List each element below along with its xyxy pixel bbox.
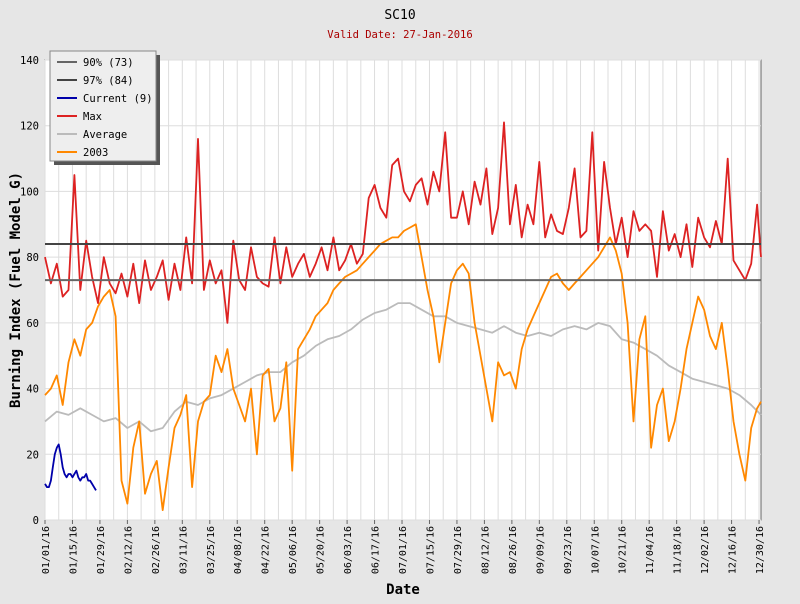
y-axis-label: Burning Index (Fuel Model G) — [8, 172, 24, 408]
x-tick-label: 05/06/16 — [288, 526, 299, 574]
x-tick-label: 03/25/16 — [206, 526, 217, 574]
x-tick-label: 04/08/16 — [233, 526, 244, 574]
x-tick-label: 02/26/16 — [151, 526, 162, 574]
y-tick-label: 120 — [20, 121, 39, 133]
legend-label: Average — [83, 129, 127, 141]
legend: 90% (73) 97% (84) Current (9) Max Average 200… — [49, 50, 160, 165]
x-tick-label: 08/12/16 — [480, 526, 491, 574]
x-axis-label: Date — [386, 582, 420, 598]
chart-title: SC10 — [384, 8, 415, 23]
x-tick-label: 01/29/16 — [96, 526, 107, 574]
plot-area — [44, 59, 762, 521]
legend-label: Current (9) — [83, 93, 153, 105]
x-tick-label: 02/12/16 — [123, 526, 134, 574]
x-tick-label: 11/04/16 — [645, 526, 656, 574]
x-tick-label: 07/15/16 — [425, 526, 436, 574]
series-line-max — [44, 121, 762, 324]
y-tick-label: 80 — [26, 252, 39, 264]
series-line-2003 — [44, 223, 762, 512]
legend-label: 2003 — [83, 147, 108, 159]
series-layer — [44, 121, 762, 512]
y-tick-label: 0 — [33, 515, 39, 527]
x-tick-label: 11/18/16 — [673, 526, 684, 574]
x-tick-label: 12/02/16 — [700, 526, 711, 574]
legend-label: 97% (84) — [83, 75, 134, 87]
x-tick-label: 09/09/16 — [535, 526, 546, 574]
x-tick-label: 01/01/16 — [41, 526, 52, 574]
axis-layer: 0 20 40 60 80 100 120 140 01/01/16 01/15/16 01/29/… — [20, 55, 766, 574]
x-tick-label: 10/21/16 — [618, 526, 629, 574]
y-tick-label: 100 — [20, 186, 39, 198]
y-tick-label: 60 — [26, 318, 39, 330]
y-tick-label: 140 — [20, 55, 39, 67]
x-tick-label: 04/22/16 — [261, 526, 272, 574]
x-tick-label: 07/01/16 — [398, 526, 409, 574]
x-tick-label: 08/26/16 — [508, 526, 519, 574]
legend-label: Max — [83, 111, 102, 123]
x-tick-label: 01/15/16 — [68, 526, 79, 574]
chart-subtitle: Valid Date: 27-Jan-2016 — [327, 29, 472, 41]
series-line-average — [44, 302, 762, 433]
x-tick-label: 10/07/16 — [590, 526, 601, 574]
x-tick-label: 12/30/16 — [755, 526, 766, 574]
y-tick-label: 20 — [26, 449, 39, 461]
x-tick-label: 07/29/16 — [453, 526, 464, 574]
y-tick-label: 40 — [26, 384, 39, 396]
x-tick-label: 03/11/16 — [178, 526, 189, 574]
x-tick-label: 06/03/16 — [343, 526, 354, 574]
series-line-current-9 — [44, 443, 97, 491]
x-tick-label: 12/16/16 — [728, 526, 739, 574]
legend-items: 90% (73) 97% (84) Current (9) Max Average 200… — [57, 57, 153, 159]
legend-box — [49, 50, 157, 162]
grid-layer — [44, 59, 761, 521]
x-tick-label: 06/17/16 — [371, 526, 382, 574]
x-tick-label: 09/23/16 — [563, 526, 574, 574]
legend-label: 90% (73) — [83, 57, 134, 69]
x-tick-label: 05/20/16 — [316, 526, 327, 574]
